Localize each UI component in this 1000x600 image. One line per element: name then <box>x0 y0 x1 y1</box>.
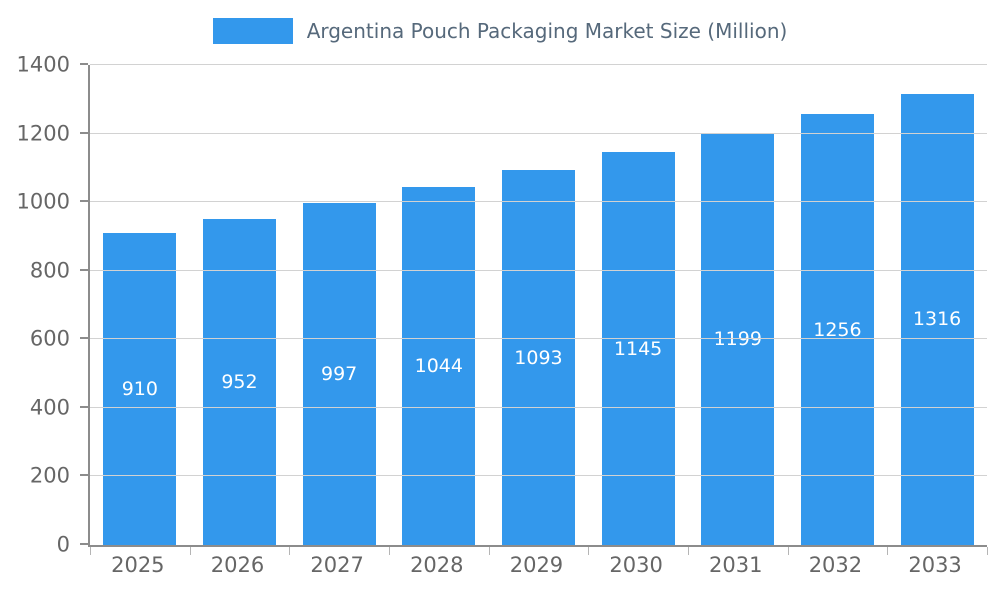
y-axis-tick-label: 1200 <box>16 121 70 146</box>
y-axis-tick <box>80 405 88 408</box>
bar-2029: 1093 <box>501 170 575 545</box>
bar-value-label: 997 <box>321 363 358 386</box>
y-axis-tick <box>80 131 88 134</box>
bar-2031: 1199 <box>701 133 775 545</box>
y-axis-tick-label: 200 <box>29 463 70 488</box>
x-axis-tick <box>90 547 91 555</box>
y-axis-tick-label: 400 <box>29 395 70 420</box>
x-axis-tick-label: 2030 <box>609 553 663 577</box>
x-axis-tick <box>687 547 689 555</box>
bar-value-label: 1044 <box>414 355 463 378</box>
x-axis-tick <box>787 547 789 555</box>
y-axis-tick-label: 800 <box>29 258 70 283</box>
x-axis-tick <box>987 547 988 555</box>
plot-area: 910 952 997 1044 1093 1145 1199 1256 1316 <box>80 63 988 555</box>
bar-value-label: 910 <box>121 378 158 400</box>
gridline <box>90 132 987 134</box>
y-axis-tick <box>80 543 88 545</box>
legend: Argentina Pouch Packaging Market Size (M… <box>0 18 1000 44</box>
y-axis-tick <box>80 268 88 271</box>
x-axis-tick-label: 2025 <box>111 553 165 577</box>
gridline <box>90 64 987 65</box>
x-axis-tick-label: 2031 <box>709 553 763 577</box>
x-axis-tick <box>388 547 390 555</box>
x-axis-tick <box>887 547 889 555</box>
gridline <box>90 338 987 340</box>
x-axis-tick <box>488 547 490 555</box>
bar-value-label: 1316 <box>912 308 962 331</box>
x-axis-tick-label: 2032 <box>808 553 863 577</box>
bar-value-label: 1145 <box>613 337 663 360</box>
gridline <box>90 406 987 408</box>
x-axis-tick-label: 2029 <box>509 553 564 577</box>
bar-2028: 1044 <box>402 187 476 545</box>
bar-2026: 952 <box>202 218 276 545</box>
bar-2025: 910 <box>103 233 177 545</box>
bar-value-label: 952 <box>221 370 258 393</box>
x-axis-tick <box>289 547 291 555</box>
x-axis-tick <box>588 547 590 555</box>
x-axis-tick <box>189 547 191 555</box>
gridline <box>90 201 987 203</box>
x-axis-tick-label: 2033 <box>908 553 962 577</box>
y-axis-tick-label: 1400 <box>16 52 70 77</box>
y-axis-tick-label: 600 <box>29 326 70 351</box>
bar-value-label: 1199 <box>713 328 762 351</box>
bar-2033: 1316 <box>900 93 974 545</box>
y-axis-tick <box>80 63 88 65</box>
x-axis-tick-label: 2026 <box>210 553 265 577</box>
x-axis-tick-label: 2028 <box>410 553 464 577</box>
bar-value-label: 1093 <box>514 346 563 369</box>
x-axis-labels: 2025 2026 2027 2028 2029 2030 2031 2032 2033 <box>88 553 985 577</box>
y-axis-tick-label: 1000 <box>16 189 70 214</box>
y-axis-labels: 0 200 400 600 800 1000 1200 1400 <box>0 54 70 555</box>
gridline <box>90 269 987 271</box>
chart-title: Argentina Pouch Packaging Market Size (M… <box>306 19 788 43</box>
bars-container: 910 952 997 1044 1093 1145 1199 1256 1316 <box>90 65 987 545</box>
bar-2030: 1145 <box>601 152 675 545</box>
legend-swatch <box>212 18 293 44</box>
bar-value-label: 1256 <box>813 318 862 341</box>
gridline <box>90 475 987 477</box>
y-axis-tick <box>80 200 88 203</box>
bar-2027: 997 <box>302 203 376 545</box>
y-axis-tick <box>80 337 88 340</box>
y-axis-tick <box>80 474 88 477</box>
x-axis-tick-label: 2027 <box>310 553 364 577</box>
y-axis-tick-label: 0 <box>56 532 70 557</box>
bar-2032: 1256 <box>800 114 874 545</box>
